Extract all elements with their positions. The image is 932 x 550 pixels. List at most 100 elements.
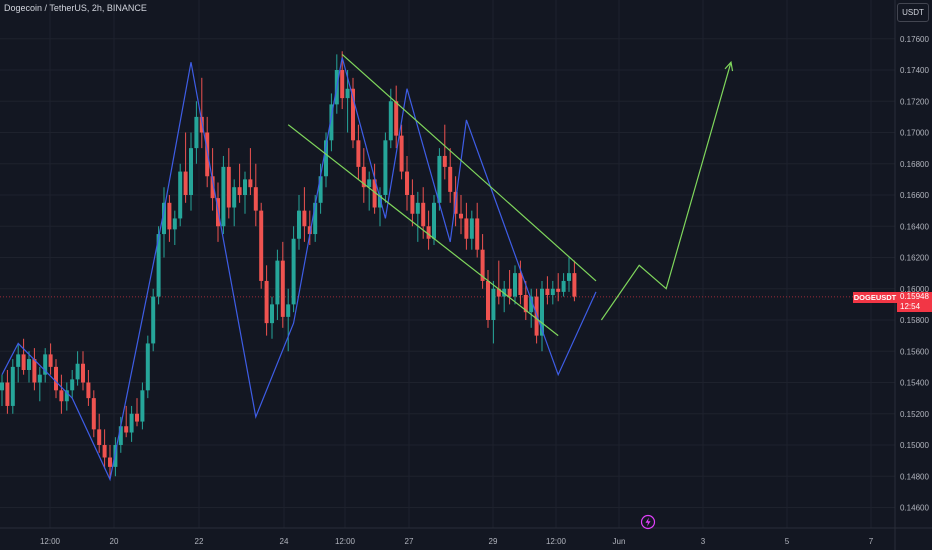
candle-body	[432, 202, 436, 239]
y-tick-label: 0.16000	[900, 285, 929, 294]
candle-body	[140, 390, 145, 422]
x-tick-label: 5	[785, 537, 790, 546]
candle-body	[394, 101, 399, 136]
projection-arrowhead	[724, 60, 734, 72]
candle-body	[340, 70, 345, 99]
symbol-price-tag: DOGEUSDT	[853, 292, 897, 303]
candle-body	[232, 187, 237, 208]
candle-body	[410, 195, 415, 214]
y-tick-label: 0.15200	[900, 410, 929, 419]
candle-body	[442, 155, 447, 167]
flash-icon[interactable]	[640, 514, 656, 530]
candle-body	[307, 226, 312, 235]
candle-body	[178, 171, 183, 219]
candle-body	[550, 288, 555, 295]
last-price-value: 0.15948	[900, 292, 929, 301]
candle-body	[108, 457, 112, 467]
candle-body	[129, 413, 134, 433]
candle-body	[361, 166, 366, 188]
candle-body	[367, 179, 372, 188]
candle-body	[356, 140, 361, 167]
y-tick-label: 0.16400	[900, 222, 929, 231]
y-tick-label: 0.15000	[900, 441, 929, 450]
candle-body	[502, 288, 507, 297]
candle-body	[81, 363, 85, 383]
candle-body	[475, 218, 480, 250]
x-tick-label: 12:00	[335, 537, 356, 546]
candle-body	[253, 187, 258, 211]
candle-body	[529, 296, 534, 313]
candle-body	[329, 104, 334, 141]
candle-body	[37, 374, 42, 383]
candle-body	[545, 288, 550, 295]
x-tick-label: 29	[489, 537, 498, 546]
candle-body	[64, 390, 69, 402]
candle-body	[378, 195, 382, 208]
candle-body	[496, 288, 501, 297]
candle-body	[243, 179, 247, 195]
x-tick-label: 3	[701, 537, 706, 546]
channel-lower-line	[287, 124, 559, 337]
candle-body	[199, 116, 204, 133]
x-tick-label: 24	[280, 537, 289, 546]
candle-body	[54, 366, 58, 391]
candle-body	[415, 202, 420, 214]
candle-body	[162, 202, 166, 235]
x-tick-label: 7	[869, 537, 874, 546]
candle-body	[318, 176, 323, 203]
candle-body	[324, 140, 328, 177]
candle-body	[145, 343, 150, 391]
bar-countdown: 12:54	[900, 302, 921, 311]
last-price-tag: 0.15948 12:54	[897, 292, 932, 312]
candle-body	[183, 171, 188, 195]
candle-body	[226, 166, 231, 208]
candle-body	[264, 280, 269, 324]
x-tick-label: 12:00	[40, 537, 61, 546]
candle-body	[118, 426, 123, 445]
candle-body	[237, 187, 242, 195]
candle-body	[86, 382, 91, 399]
candle-body	[351, 88, 355, 141]
x-tick-label: 27	[405, 537, 414, 546]
candle-body	[345, 88, 350, 99]
candle-body	[5, 382, 10, 406]
candle-body	[113, 445, 118, 467]
candle-body	[523, 295, 528, 313]
y-tick-label: 0.16200	[900, 254, 929, 263]
candle-body	[43, 354, 48, 375]
candle-body	[16, 354, 21, 367]
candle-body	[464, 218, 469, 239]
candle-body	[388, 101, 393, 141]
x-tick-label: 22	[195, 537, 204, 546]
candle-body	[399, 135, 404, 172]
candle-body	[469, 218, 474, 239]
channel-upper-line	[341, 53, 597, 282]
candle-body	[172, 218, 177, 230]
y-tick-label: 0.15400	[900, 379, 929, 388]
y-tick-label: 0.16800	[900, 160, 929, 169]
candle-body	[383, 140, 388, 195]
candle-body	[70, 379, 75, 391]
candle-body	[21, 354, 26, 370]
candle-body	[556, 288, 561, 292]
y-tick-label: 0.17000	[900, 129, 929, 138]
candle-body	[518, 273, 523, 295]
candle-body	[448, 166, 453, 192]
candle-body	[540, 288, 544, 336]
candle-body	[405, 171, 409, 195]
candle-body	[124, 426, 129, 433]
candle-body	[189, 148, 193, 195]
candle-body	[291, 238, 296, 305]
candle-body	[313, 202, 318, 235]
candle-body	[210, 176, 215, 199]
y-tick-label: 0.17200	[900, 97, 929, 106]
candle-body	[302, 210, 307, 227]
candle-body	[0, 382, 4, 391]
candle-body	[372, 179, 377, 208]
candle-body	[205, 132, 210, 177]
currency-button[interactable]: USDT	[897, 3, 929, 22]
candle-body	[156, 234, 161, 297]
candle-body	[567, 273, 571, 281]
